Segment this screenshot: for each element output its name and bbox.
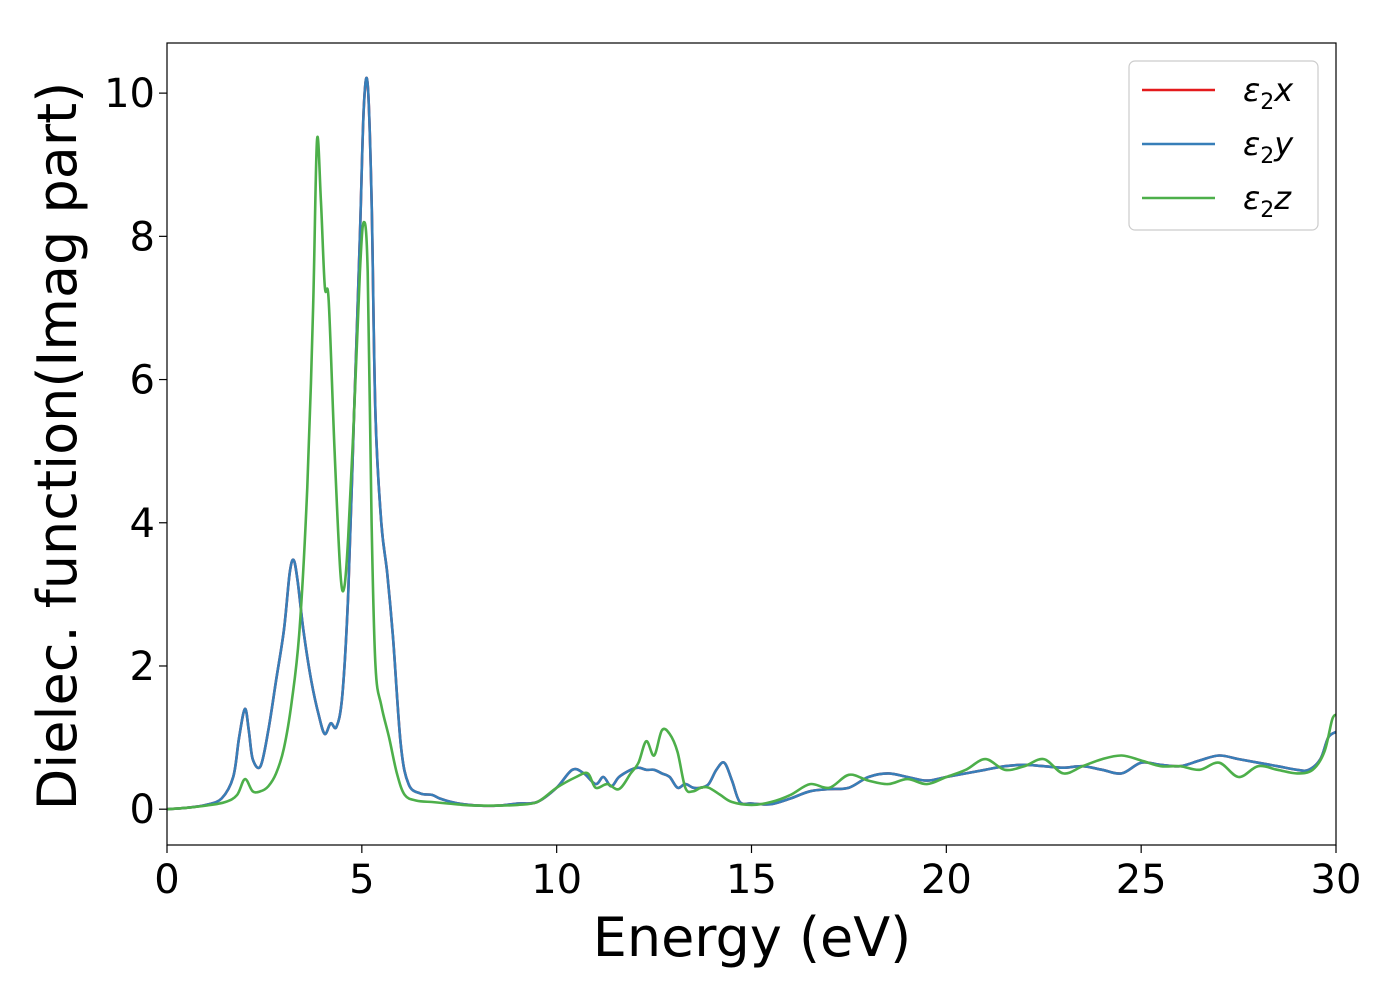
x-tick-label: 20 <box>921 857 972 903</box>
y-tick-label: 10 <box>104 71 155 117</box>
series-line-y <box>167 76 1336 811</box>
x-axis-title: Energy (eV) <box>593 906 912 969</box>
x-tick-label: 5 <box>349 857 374 903</box>
x-axis: 0 5 10 15 20 25 30 <box>154 845 1361 903</box>
legend-label: ε2z <box>1243 179 1292 223</box>
x-tick-label: 10 <box>531 857 582 903</box>
y-tick-label: 4 <box>130 501 155 547</box>
x-tick-label: 25 <box>1116 857 1167 903</box>
legend-box <box>1128 60 1319 231</box>
y-tick-label: 8 <box>130 214 155 260</box>
x-tick-label: 30 <box>1311 857 1362 903</box>
x-tick-label: 0 <box>154 857 179 903</box>
y-axis: 0 2 4 6 8 10 <box>104 71 167 833</box>
legend-label: ε2x <box>1243 71 1294 115</box>
y-tick-label: 0 <box>130 787 155 833</box>
y-tick-label: 2 <box>130 644 155 690</box>
legend-label: ε2y <box>1243 125 1294 169</box>
x-tick-label: 15 <box>726 857 777 903</box>
series-line-z <box>167 135 1336 811</box>
y-tick-label: 6 <box>130 358 155 404</box>
legend: ε2x ε2y ε2z <box>1128 60 1319 231</box>
y-axis-title: Dielec. function(Imag part) <box>26 82 89 811</box>
plot-area <box>166 42 1337 846</box>
